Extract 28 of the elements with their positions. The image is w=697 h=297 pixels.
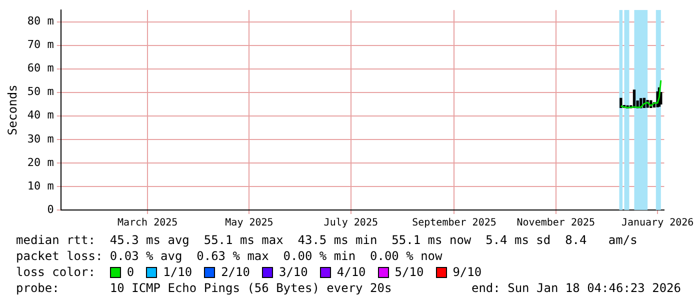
y-tick-label: 20 m (27, 156, 54, 169)
y-tick-label: 30 m (27, 132, 54, 146)
y-tick-label: 60 m (27, 62, 54, 75)
legend-label: 0 (126, 264, 134, 280)
legend-title: loss color: (16, 264, 96, 280)
y-tick-label: 80 m (27, 14, 54, 28)
x-tick-label: March 2025 (117, 218, 178, 229)
x-tick-label: September 2025 (412, 218, 496, 229)
y-axis-title: Seconds (5, 84, 20, 136)
legend-label: 5/10 (394, 264, 424, 280)
y-tick-label: 0 (47, 202, 54, 216)
text: median rtt: 45.3 ms avg 55.1 ms max 43.5 ms min 55.1 ms now 5.4 ms sd 8.4 am/s (16, 232, 638, 248)
legend-label: 4/10 (336, 264, 366, 280)
text: end: Sun Jan 18 04:46:23 2026 (471, 280, 681, 296)
x-tick-label: January 2026 (621, 218, 694, 229)
y-tick-label: 70 m (27, 38, 54, 52)
y-tick-label: 40 m (27, 108, 54, 122)
legend-label: 2/10 (221, 264, 250, 280)
y-tick-label: 50 m (27, 85, 54, 98)
legend-label: 9/10 (452, 264, 482, 280)
x-tick-label: May 2025 (225, 218, 274, 229)
x-tick-label: November 2025 (516, 218, 596, 229)
text: probe: 10 ICMP Echo Pings (56 Bytes) every 20s (16, 280, 392, 296)
legend-label: 1/10 (163, 264, 192, 280)
x-tick-label: July 2025 (324, 218, 378, 229)
text: packet loss: 0.03 % avg 0.63 % max 0.00 % min 0.00 % now (16, 248, 444, 264)
legend-label: 3/10 (278, 264, 308, 280)
y-tick-label: 10 m (27, 179, 54, 192)
